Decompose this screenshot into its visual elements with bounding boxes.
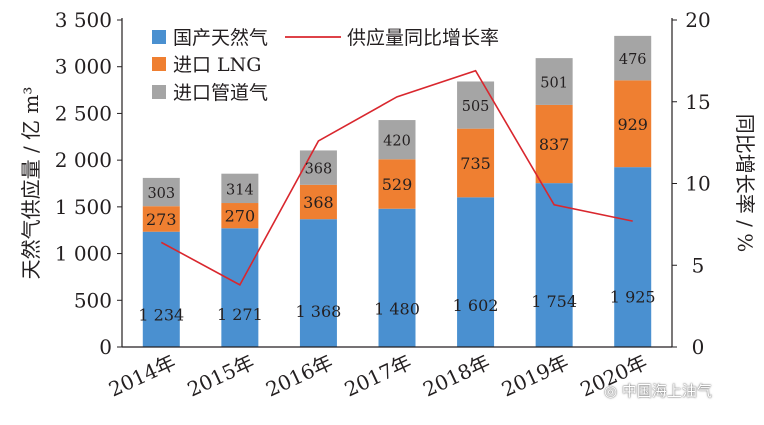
x-tick-label: 2015年 bbox=[184, 350, 258, 402]
bar-value-label: 270 bbox=[225, 207, 256, 226]
bar-pipeline-gas bbox=[614, 35, 652, 81]
bar-value-label: 1 480 bbox=[374, 299, 420, 318]
y-tick-label: 500 bbox=[74, 288, 112, 312]
bar-value-label: 929 bbox=[617, 115, 648, 134]
bars-layer bbox=[142, 35, 652, 347]
x-tick-label: 2018年 bbox=[419, 350, 493, 402]
bar-labels-layer: 1 234 273 303 1 271 270 314 1 368 368 368 1 480 52… bbox=[138, 52, 655, 325]
bar-value-label: 420 bbox=[383, 134, 411, 150]
bar-lng bbox=[614, 80, 652, 168]
x-tick-label: 2014年 bbox=[105, 350, 179, 402]
bar-lng bbox=[378, 159, 416, 209]
bar-lng bbox=[142, 206, 180, 232]
legend-label-lng: 进口 LNG bbox=[173, 54, 261, 76]
watermark: ◎ 中国海上油气 bbox=[604, 380, 712, 401]
bar-value-label: 1 754 bbox=[531, 292, 577, 311]
bar-value-label: 1 368 bbox=[296, 302, 342, 321]
bar-value-label: 735 bbox=[460, 154, 491, 173]
legend-label-domestic-gas: 国产天然气 bbox=[173, 27, 268, 49]
watermark-text: 中国海上油气 bbox=[621, 382, 712, 400]
x-tick-label: 2016年 bbox=[262, 350, 336, 402]
bar-value-label: 273 bbox=[146, 210, 177, 229]
bar-value-label: 1 925 bbox=[610, 288, 656, 307]
bar-pipeline-gas bbox=[457, 81, 495, 129]
y-tick-label: 1 000 bbox=[55, 242, 112, 266]
legend-swatch-lng bbox=[152, 57, 166, 71]
bar-lng bbox=[457, 128, 495, 198]
growth-rate-line bbox=[160, 69, 633, 286]
bar-value-label: 529 bbox=[382, 175, 413, 194]
bar-value-label: 476 bbox=[619, 52, 647, 68]
bar-value-label: 303 bbox=[147, 186, 175, 202]
bar-pipeline-gas bbox=[535, 58, 573, 105]
bar-lng bbox=[221, 203, 259, 229]
bar-value-label: 505 bbox=[462, 99, 490, 115]
y2-axis-title: 同比增长率 / % bbox=[733, 114, 757, 252]
legend-swatch-domestic-gas bbox=[152, 30, 166, 44]
y-axis-title: 天然气供应量 / 亿 m³ bbox=[19, 87, 43, 280]
legend-label-growth-rate: 供应量同比增长率 bbox=[347, 27, 499, 49]
y2-tick-label: 5 bbox=[692, 253, 705, 277]
bar-pipeline-gas bbox=[221, 173, 259, 204]
bar-value-label: 1 234 bbox=[138, 306, 184, 325]
y2-tick-label: 15 bbox=[685, 90, 710, 114]
bar-domestic-gas bbox=[614, 167, 652, 347]
bar-value-label: 1 271 bbox=[217, 305, 263, 324]
bar-value-label: 314 bbox=[226, 182, 254, 198]
y2-tick-label: 0 bbox=[692, 335, 705, 359]
x-tick-label: 2017年 bbox=[341, 350, 415, 402]
y-tick-label: 1 500 bbox=[55, 195, 112, 219]
bar-value-label: 1 602 bbox=[453, 296, 499, 315]
y-tick-label: 3 000 bbox=[55, 55, 112, 79]
bar-value-label: 837 bbox=[539, 135, 570, 154]
bar-value-label: 501 bbox=[540, 76, 568, 92]
y-tick-label: 0 bbox=[99, 335, 112, 359]
bar-value-label: 368 bbox=[303, 193, 334, 212]
bar-domestic-gas bbox=[535, 183, 573, 347]
watermark-icon: ◎ bbox=[604, 382, 618, 400]
bar-domestic-gas bbox=[457, 197, 495, 347]
bar-lng bbox=[535, 104, 573, 184]
y-tick-label: 3 500 bbox=[55, 8, 112, 32]
y-tick-label: 2 500 bbox=[55, 101, 112, 125]
bar-pipeline-gas bbox=[142, 177, 180, 207]
bar-domestic-gas bbox=[299, 219, 337, 347]
x-tick-label: 2019年 bbox=[498, 350, 572, 402]
y2-tick-label: 20 bbox=[685, 8, 710, 32]
bar-value-label: 368 bbox=[305, 162, 333, 178]
growth-line-layer bbox=[160, 69, 633, 286]
bar-domestic-gas bbox=[142, 231, 180, 347]
y2-tick-label: 10 bbox=[685, 172, 710, 196]
legend-swatch-pipeline-gas bbox=[152, 85, 166, 99]
bar-pipeline-gas bbox=[299, 150, 337, 185]
bar-domestic-gas bbox=[221, 228, 259, 347]
bar-lng bbox=[299, 184, 337, 220]
bar-domestic-gas bbox=[378, 208, 416, 347]
y-tick-label: 2 000 bbox=[55, 148, 112, 172]
legend-label-pipeline-gas: 进口管道气 bbox=[173, 82, 268, 104]
bar-pipeline-gas bbox=[378, 120, 416, 160]
